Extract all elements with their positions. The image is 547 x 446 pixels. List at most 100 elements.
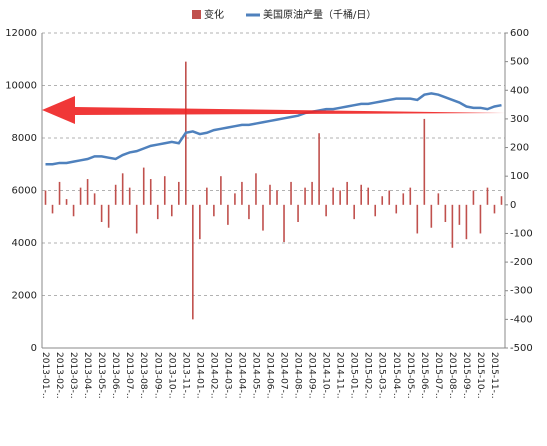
y2-tick-label: 200 <box>510 143 529 154</box>
y2-tick-label: -400 <box>510 314 533 325</box>
x-tick-label: 2014-05-.. <box>250 352 260 399</box>
y2-tick-label: 600 <box>510 28 529 39</box>
bar <box>107 204 110 228</box>
bar <box>65 199 68 205</box>
y-tick-label: 2000 <box>12 291 37 302</box>
x-tick-label: 2013-08-.. <box>138 352 148 399</box>
x-tick-label: 2014-06-.. <box>264 352 274 399</box>
y-tick-label: 8000 <box>12 133 37 144</box>
x-tick-label: 2013-10-.. <box>166 352 176 399</box>
x-tick-label: 2014-01-.. <box>194 352 204 399</box>
bar <box>262 204 264 231</box>
legend-label: 变化 <box>204 8 224 21</box>
x-tick-label: 2013-09-.. <box>152 352 162 399</box>
bar <box>486 187 489 205</box>
bar <box>430 204 433 228</box>
y-tick-label: 6000 <box>12 186 37 197</box>
x-tick-label: 2014-08-.. <box>293 352 303 399</box>
y-tick-label: 0 <box>31 343 37 354</box>
y2-tick-label: 400 <box>510 85 529 96</box>
bar <box>100 204 103 222</box>
bar <box>86 179 89 205</box>
y2-tick-label: 100 <box>510 171 529 182</box>
bar <box>402 193 405 205</box>
x-tick-label: 2014-10-.. <box>321 352 331 399</box>
bar <box>388 190 391 205</box>
line <box>45 92 502 166</box>
x-tick-label: 2013-04-.. <box>82 352 92 399</box>
bar <box>374 204 377 217</box>
x-tick-label: 2015-09-.. <box>461 352 471 399</box>
x-tick-label: 2015-07-.. <box>433 352 443 399</box>
x-tick-label: 2015-03-.. <box>377 352 387 399</box>
bar <box>276 190 278 205</box>
bar <box>297 204 299 222</box>
y2-tick-label: 300 <box>510 114 529 125</box>
bar <box>325 204 327 217</box>
bar <box>142 167 145 205</box>
bar <box>135 204 138 234</box>
bar <box>458 204 461 225</box>
bar <box>128 187 131 205</box>
y2-tick-label: -500 <box>510 343 533 354</box>
bar <box>177 181 180 205</box>
bar <box>163 176 166 205</box>
y2-tick-label: -100 <box>510 228 533 239</box>
bar <box>381 196 384 205</box>
bar <box>170 204 173 217</box>
bar <box>409 187 412 205</box>
bar <box>423 118 426 205</box>
bar <box>367 187 370 205</box>
legend-label: 美国原油产量（千桶/日） <box>263 8 376 21</box>
x-tick-label: 2013-02-.. <box>54 352 64 399</box>
bar <box>304 187 306 205</box>
bar <box>213 204 215 217</box>
bar <box>44 190 47 205</box>
x-tick-label: 2014-09-.. <box>307 352 317 399</box>
x-tick-label: 2015-10-.. <box>475 352 485 399</box>
bar <box>493 204 496 214</box>
bar <box>79 187 82 205</box>
bar <box>500 196 503 205</box>
bar <box>472 190 475 205</box>
y2-tick-label: 500 <box>510 57 529 68</box>
bar <box>114 184 117 205</box>
x-tick-label: 2014-11-.. <box>335 352 345 399</box>
x-tick-label: 2015-11-.. <box>489 352 499 399</box>
bar <box>234 193 236 205</box>
x-tick-label: 2014-02-.. <box>208 352 218 399</box>
bar <box>72 204 75 217</box>
x-tick-label: 2015-06-.. <box>419 352 429 399</box>
bar <box>451 204 454 248</box>
x-tick-label: 2015-01-.. <box>349 352 359 399</box>
legend-swatch <box>192 10 201 19</box>
bar <box>339 190 341 205</box>
x-tick-label: 2015-02-.. <box>363 352 373 399</box>
bar <box>58 181 61 205</box>
x-tick-label: 2013-07-.. <box>124 352 134 399</box>
bar <box>199 204 201 240</box>
x-tick-label: 2014-03-.. <box>222 352 232 399</box>
bar <box>121 173 124 205</box>
x-tick-label: 2014-04-.. <box>236 352 246 399</box>
x-tick-label: 2014-07-.. <box>279 352 289 399</box>
bar <box>206 187 208 205</box>
bar <box>248 204 250 220</box>
x-tick-label: 2013-01-.. <box>40 352 50 399</box>
bar <box>318 133 320 205</box>
bar <box>332 187 334 205</box>
bar <box>93 193 96 205</box>
bar <box>255 173 257 205</box>
y-tick-label: 10000 <box>5 81 37 92</box>
bar <box>437 193 440 205</box>
x-tick-label: 2013-05-.. <box>96 352 106 399</box>
y-tick-label: 4000 <box>12 238 37 249</box>
bar <box>353 204 355 220</box>
x-tick-label: 2015-05-.. <box>405 352 415 399</box>
x-tick-label: 2015-04-.. <box>391 352 401 399</box>
bar <box>220 176 222 205</box>
bar <box>51 204 54 214</box>
bar <box>395 204 398 214</box>
bar <box>269 184 271 205</box>
